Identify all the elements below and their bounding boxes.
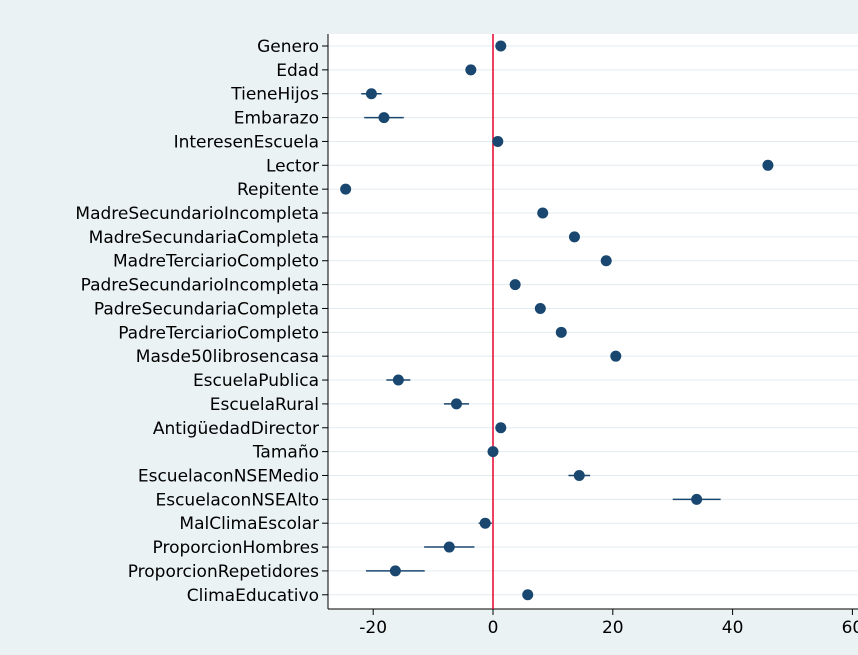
- category-label: PadreSecundariaCompleta: [94, 299, 319, 319]
- coefficient-point: [691, 493, 703, 505]
- x-tick-label: 20: [602, 618, 624, 638]
- category-label: EscuelaconNSEMedio: [138, 466, 319, 486]
- coefficient-point: [555, 326, 567, 338]
- plot-area: [328, 34, 858, 609]
- category-label: Genero: [257, 37, 319, 57]
- category-label: EscuelaconNSEAlto: [155, 490, 319, 510]
- coefficient-point: [610, 350, 622, 362]
- coefficient-point: [495, 422, 507, 434]
- coefficient-point: [389, 565, 401, 577]
- category-label: MalClimaEscolar: [179, 514, 319, 534]
- coefficient-point: [340, 183, 352, 195]
- data-marks: [340, 40, 774, 601]
- coefficient-point: [600, 255, 612, 267]
- coefficient-point: [537, 207, 549, 219]
- category-label: TieneHijos: [230, 85, 319, 105]
- coefficient-point: [479, 517, 491, 529]
- category-label: MadreTerciarioCompleto: [113, 252, 319, 272]
- category-label: Edad: [276, 61, 319, 81]
- category-label: MadreSecundariaCompleta: [89, 228, 319, 248]
- coefficient-point: [487, 446, 499, 458]
- coefficient-point: [443, 541, 455, 553]
- coefficient-point: [573, 469, 585, 481]
- coefficient-point: [365, 88, 377, 100]
- category-label: PadreSecundarioIncompleta: [81, 276, 319, 296]
- category-label: ClimaEducativo: [187, 586, 319, 606]
- category-label: ProporcionHombres: [153, 538, 320, 558]
- coefficient-point: [534, 302, 546, 314]
- category-label: InteresenEscuela: [174, 132, 319, 152]
- category-label: Tamaño: [252, 443, 319, 463]
- category-label: Repitente: [237, 180, 319, 200]
- coefficient-point: [568, 231, 580, 243]
- coefficient-point: [762, 159, 774, 171]
- category-label: PadreTerciarioCompleto: [118, 323, 319, 343]
- coefficient-point: [465, 64, 477, 76]
- category-label: EscuelaPublica: [193, 371, 319, 391]
- coefficient-point: [378, 112, 390, 124]
- category-label: MadreSecundarioIncompleta: [75, 204, 319, 224]
- grid-lines: [328, 45, 858, 596]
- coefficient-point: [492, 135, 504, 147]
- coefficient-point: [522, 589, 534, 601]
- category-label: Masde50librosencasa: [136, 347, 319, 367]
- coefficient-point: [450, 398, 462, 410]
- coefficient-point: [509, 279, 521, 291]
- category-label: AntigüedadDirector: [153, 419, 319, 439]
- x-tick-label: -20: [359, 618, 387, 638]
- axes: [322, 34, 858, 610]
- category-labels: Genero Edad TieneHijos Embarazo InteresenEsc…: [75, 37, 319, 606]
- coefficient-point: [392, 374, 404, 386]
- category-label: ProporcionRepetidores: [128, 562, 319, 582]
- category-label: EscuelaRural: [210, 395, 319, 415]
- x-tick-label: 40: [722, 618, 744, 638]
- category-label: Lector: [266, 156, 319, 176]
- x-tick-label: 60: [842, 618, 858, 638]
- coefficient-point: [495, 40, 507, 52]
- x-tick-label: 0: [488, 618, 499, 638]
- category-label: Embarazo: [234, 109, 319, 129]
- x-axis-ticks: -20 0 20 40 60: [359, 609, 858, 638]
